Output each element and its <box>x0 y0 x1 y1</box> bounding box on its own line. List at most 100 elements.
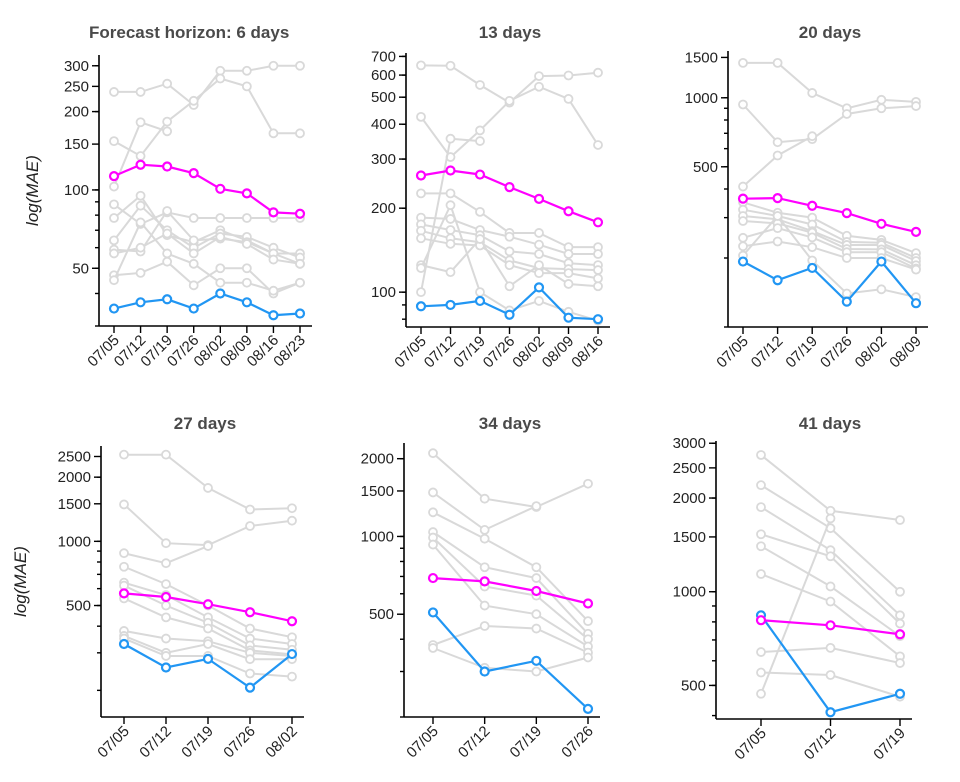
series-blue <box>415 282 604 325</box>
data-point <box>825 670 836 680</box>
series-line <box>432 531 589 635</box>
data-point <box>109 275 119 286</box>
series-line <box>432 543 589 648</box>
data-point <box>772 236 783 247</box>
series-line <box>113 232 301 265</box>
data-point <box>445 299 456 311</box>
x-tick-label: 07/12 <box>748 333 787 372</box>
x-tick-label: 08/09 <box>539 333 578 372</box>
data-point <box>756 667 766 678</box>
y-tick-label: 250 <box>64 78 89 95</box>
y-axis-label: log(MAE) <box>11 546 30 617</box>
x-tick-label: 07/26 <box>220 723 259 762</box>
data-point <box>531 655 542 666</box>
data-point <box>534 239 544 250</box>
data-point <box>135 151 146 161</box>
data-point <box>188 280 199 291</box>
data-point <box>202 599 214 610</box>
data-point <box>534 268 544 279</box>
data-point <box>841 288 852 299</box>
data-point <box>268 60 279 71</box>
data-point <box>772 150 783 161</box>
data-point <box>118 588 130 599</box>
data-point <box>841 207 852 219</box>
series-background <box>109 117 173 192</box>
data-point <box>215 231 226 242</box>
data-point <box>416 287 426 298</box>
y-axis-label: log(MAE) <box>23 155 42 226</box>
series-line <box>742 215 917 262</box>
data-point <box>825 707 836 718</box>
data-point <box>245 521 255 531</box>
data-point <box>894 688 906 699</box>
data-point <box>756 647 766 657</box>
x-tick-label: 08/23 <box>270 332 309 371</box>
series-background <box>109 60 305 110</box>
y-tick-label: 3000 <box>673 435 706 452</box>
data-point <box>241 263 252 274</box>
data-point <box>895 618 905 629</box>
data-point <box>445 200 456 211</box>
data-point <box>135 242 146 253</box>
data-point <box>563 249 574 259</box>
data-point <box>825 513 836 524</box>
data-point <box>108 303 120 314</box>
data-point <box>245 623 255 634</box>
data-point <box>475 125 485 136</box>
series-background <box>109 73 305 161</box>
data-point <box>895 515 905 525</box>
x-tick-label: 07/12 <box>801 725 840 764</box>
data-point <box>504 95 515 106</box>
chart-panel-2: 13 days10020030040050060070007/0507/1207… <box>371 23 610 371</box>
data-point <box>807 88 818 98</box>
series-line <box>743 61 917 110</box>
data-point <box>135 217 146 228</box>
series-background <box>119 541 213 569</box>
panel-title: 20 days <box>799 23 861 42</box>
data-point <box>841 109 852 119</box>
data-point <box>479 493 490 504</box>
data-point <box>135 267 146 278</box>
data-point <box>428 539 438 550</box>
data-point <box>215 183 226 194</box>
data-point <box>135 200 146 211</box>
data-point <box>268 310 279 321</box>
data-point <box>563 70 574 81</box>
data-point <box>268 128 279 139</box>
data-point <box>161 600 171 611</box>
data-point <box>427 572 439 584</box>
series-line <box>742 227 917 270</box>
data-point <box>825 596 836 607</box>
x-tick-label: 07/05 <box>391 333 430 372</box>
data-point <box>593 249 603 259</box>
data-point <box>504 260 515 271</box>
data-point <box>268 285 279 296</box>
y-tick-label: 100 <box>64 182 89 199</box>
data-point <box>756 569 766 579</box>
chart-panel-3: 20 days5001000150007/0507/1207/1907/2608… <box>685 23 928 371</box>
data-point <box>756 541 766 552</box>
data-point <box>241 65 252 76</box>
data-point <box>162 78 173 89</box>
data-point <box>534 71 544 82</box>
data-point <box>415 170 427 181</box>
data-point <box>287 671 297 682</box>
data-point <box>202 653 214 664</box>
data-point <box>772 275 783 286</box>
series-background <box>428 532 593 645</box>
data-point <box>582 703 594 714</box>
data-point <box>876 256 887 267</box>
series-magenta <box>737 193 922 237</box>
data-point <box>534 81 544 92</box>
series-background <box>428 621 593 658</box>
data-point <box>295 258 305 269</box>
data-point <box>161 651 171 661</box>
data-point <box>118 638 130 650</box>
data-point <box>876 284 887 295</box>
data-point <box>876 94 887 105</box>
data-point <box>286 648 298 660</box>
series-magenta <box>427 572 594 609</box>
data-point <box>162 206 173 216</box>
data-point <box>504 231 515 242</box>
